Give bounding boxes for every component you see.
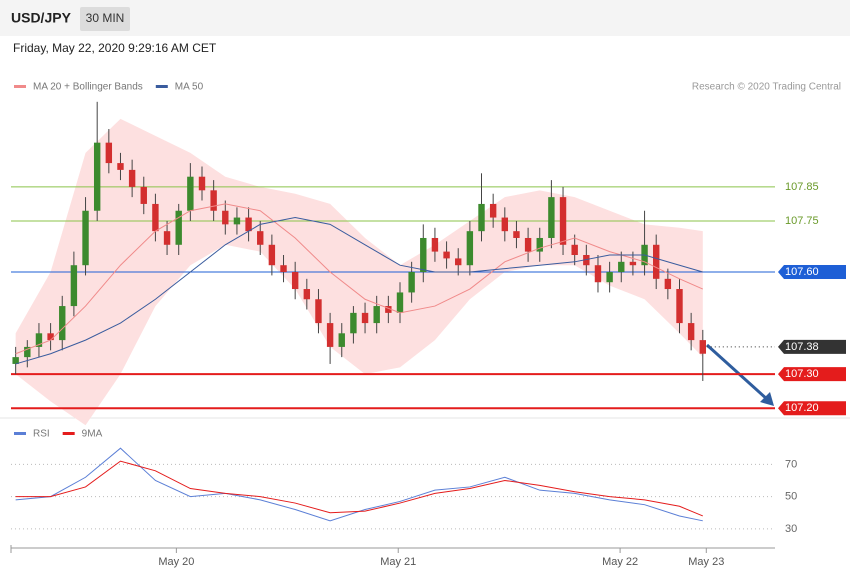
ma-line [15,203,703,355]
candle-body [536,237,543,252]
candle-body [350,312,357,334]
candle-body [315,299,322,324]
level-label-box [778,265,846,280]
candle-body [606,272,613,283]
level-label-box [778,339,846,354]
candle-body [128,169,136,187]
x-tick-label: May 22 [602,556,638,568]
x-tick-label: May 20 [158,556,194,568]
level-label: 107.60 [785,266,819,278]
level-label-box [778,367,846,382]
candle-body [629,261,637,266]
symbol: USD/JPY [11,10,72,26]
level-label: 107.30 [785,368,819,380]
candle-body [478,203,485,232]
candle-body [594,265,602,283]
candle-body [47,333,54,341]
candle-body [105,142,113,164]
indicator-line [15,447,703,522]
interval[interactable]: 30 MIN [86,11,125,25]
candle-body [198,176,206,191]
y-tick-label: 50 [785,491,797,503]
candle-body [489,203,497,218]
candle-body [70,265,78,307]
candle-body [466,231,474,266]
candle-body [676,289,683,324]
level-label: 107.75 [785,215,819,227]
candle-body [35,333,43,347]
ma-line [15,217,703,365]
y-tick-label: 70 [785,458,797,470]
candle-body [222,210,229,225]
header-bar [0,0,850,36]
candle-body [583,255,590,266]
candle-body [687,323,695,341]
candle-body [82,210,89,266]
legend-label: RSI [33,429,50,440]
candle-body [280,265,287,273]
candle-body [408,272,415,293]
candle-body [326,323,334,347]
x-tick-label: May 21 [380,556,416,568]
legend-label: MA 50 [175,82,204,93]
candle-body [245,217,252,232]
level-label: 107.20 [785,402,819,414]
candle-body [291,272,299,290]
legend-swatch [14,85,26,88]
candle-body [12,357,19,364]
candle-body [268,244,276,266]
legend-swatch [62,432,75,435]
candle-body [443,251,450,259]
legend-label: MA 20 + Bollinger Bands [33,82,143,93]
candle-body [396,292,404,313]
candle-body [93,142,101,211]
candle-body [653,244,660,279]
candle-body [187,176,194,211]
indicator-line [15,460,703,517]
candle-body [559,197,567,245]
candle-body [175,210,182,245]
candle-body [385,306,392,313]
candle-body [431,237,439,252]
candle-body [618,261,625,273]
candle-body [117,163,124,170]
credit: Research © 2020 Trading Central [692,82,841,93]
candle-body [24,346,31,358]
forecast-arrow [705,343,770,402]
candle-body [373,306,380,324]
candle-body [233,217,241,225]
legend-label: 9MA [82,429,103,440]
candle-body [257,231,264,245]
candle-body [338,333,345,347]
candle-body [210,190,217,211]
level-label-box [778,401,846,416]
candle-body [140,186,147,204]
candle-body [664,278,672,290]
legend-swatch [155,85,168,88]
candle-body [361,312,369,324]
forecast-arrow-head [760,392,774,406]
interval-badge[interactable] [80,7,130,31]
candle-body [59,306,66,341]
legend-swatch [14,432,26,435]
level-label: 107.85 [785,181,819,193]
candle-body [455,258,462,266]
candle-body [571,244,578,255]
y-tick-label: 30 [785,523,797,535]
candle-body [163,231,171,245]
candle-body [501,217,509,232]
x-tick-label: May 23 [688,556,724,568]
datetime: Friday, May 22, 2020 9:29:16 AM CET [13,41,217,55]
candle-body [303,289,311,300]
candle-body [152,203,159,232]
level-label: 107.38 [785,341,819,353]
candle-body [699,340,706,354]
candle-body [524,237,532,252]
candle-body [420,237,427,273]
candle-body [548,197,555,238]
candle-body [513,231,520,238]
